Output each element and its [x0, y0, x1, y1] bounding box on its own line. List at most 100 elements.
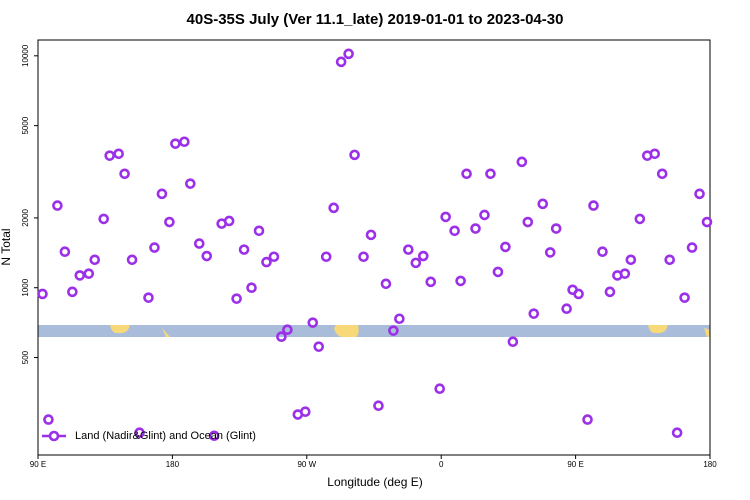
point	[582, 414, 593, 425]
point	[268, 251, 280, 263]
point	[164, 216, 175, 228]
point	[373, 400, 384, 411]
point	[201, 250, 213, 262]
point	[701, 216, 713, 228]
point	[89, 254, 101, 266]
point	[104, 150, 115, 161]
point	[516, 156, 528, 168]
point	[282, 324, 293, 336]
point	[253, 225, 265, 237]
point	[98, 213, 110, 225]
chart-title: 40S-35S July (Ver 11.1_late) 2019-01-01 …	[187, 11, 564, 28]
point	[440, 211, 451, 223]
point	[522, 216, 534, 228]
point	[43, 414, 54, 425]
point	[537, 198, 549, 210]
point	[113, 148, 124, 160]
point	[500, 241, 511, 253]
point	[434, 383, 446, 394]
point	[634, 213, 646, 225]
point	[365, 229, 377, 241]
point	[686, 242, 698, 253]
point	[664, 254, 675, 266]
point	[208, 430, 220, 442]
point	[449, 225, 460, 237]
legend-marker	[48, 430, 60, 442]
point	[74, 270, 86, 281]
y-tick-label: 10000	[21, 44, 30, 67]
point	[485, 168, 496, 180]
point	[246, 282, 257, 294]
point	[544, 247, 556, 258]
x-tick-label: 0	[439, 460, 444, 469]
point	[388, 325, 399, 336]
point	[149, 242, 160, 253]
point	[625, 254, 637, 266]
point	[238, 244, 250, 255]
point	[679, 292, 690, 303]
x-tick-label: 90 E	[567, 460, 583, 469]
y-tick-label: 500	[21, 350, 30, 364]
point	[455, 275, 466, 287]
point	[328, 202, 339, 214]
point	[649, 148, 661, 160]
point	[604, 286, 616, 298]
point	[126, 254, 138, 266]
point	[671, 427, 683, 439]
point	[83, 268, 95, 279]
point	[550, 223, 562, 234]
point	[134, 427, 145, 439]
point	[185, 178, 196, 189]
y-tick-label: 1000	[21, 278, 30, 296]
point	[231, 293, 242, 304]
point	[59, 246, 71, 258]
point	[528, 308, 540, 319]
point	[307, 317, 319, 328]
point	[597, 246, 608, 258]
point	[470, 223, 481, 234]
point	[410, 257, 422, 269]
x-tick-label: 180	[166, 460, 180, 469]
point	[394, 313, 405, 325]
point	[52, 200, 63, 211]
point	[67, 286, 78, 298]
point	[425, 276, 437, 288]
point	[492, 266, 504, 278]
point	[300, 406, 311, 418]
point	[223, 215, 235, 227]
point	[561, 303, 572, 315]
point	[193, 238, 205, 249]
point	[403, 244, 414, 255]
point	[335, 56, 347, 68]
point	[573, 288, 584, 300]
point	[380, 278, 392, 290]
point	[656, 168, 668, 180]
legend-label: Land (Nadir&Glint) and Ocean (Glint)	[75, 430, 256, 442]
point	[417, 250, 429, 262]
map-strip	[38, 325, 710, 337]
point	[349, 149, 360, 161]
point	[313, 341, 325, 352]
point	[461, 168, 472, 180]
y-tick-label: 2000	[21, 208, 30, 226]
x-axis-label: Longitude (deg E)	[327, 475, 422, 489]
x-tick-label: 180	[703, 460, 717, 469]
point	[179, 136, 190, 148]
point	[276, 331, 287, 342]
point	[479, 209, 490, 221]
point	[343, 48, 354, 60]
y-axis-label: N Total	[0, 228, 13, 265]
point	[588, 200, 599, 211]
point	[507, 336, 519, 348]
point	[358, 251, 369, 263]
x-tick-label: 90 E	[30, 460, 46, 469]
plot-frame	[37, 39, 711, 456]
point	[119, 168, 130, 180]
point	[320, 251, 332, 263]
point	[261, 256, 272, 268]
point	[156, 188, 168, 200]
point	[694, 188, 705, 200]
point	[619, 268, 631, 279]
y-tick-label: 5000	[21, 116, 30, 134]
